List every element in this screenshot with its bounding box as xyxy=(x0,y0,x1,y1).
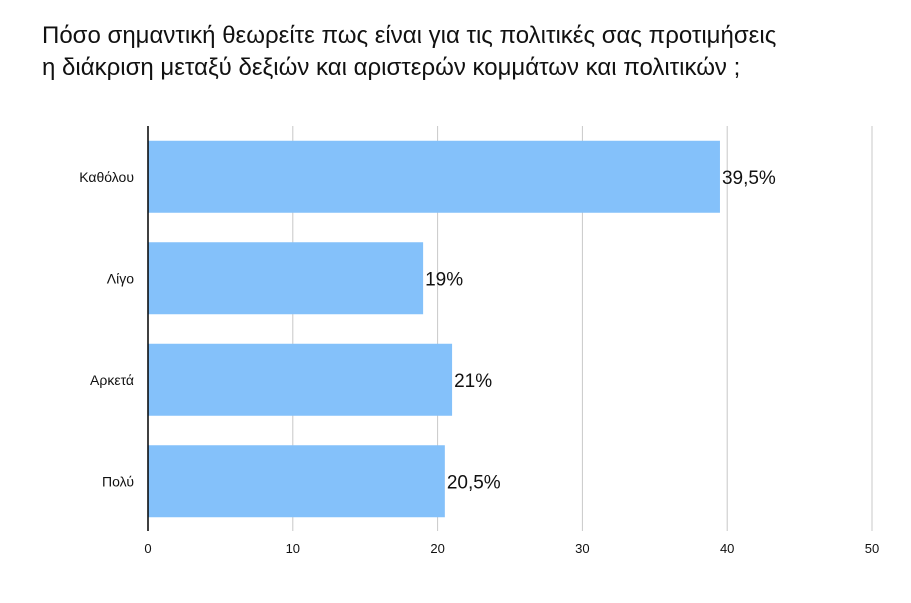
x-tick-label-20: 20 xyxy=(430,541,444,556)
category-label-1: Καθόλου xyxy=(79,169,134,185)
x-tick-label-10: 10 xyxy=(286,541,300,556)
value-label-2: 19% xyxy=(425,269,463,290)
bar-2 xyxy=(148,242,424,315)
category-label-2: Λίγο xyxy=(107,270,134,286)
x-tick-label-0: 0 xyxy=(144,541,151,556)
value-label-1: 39,5% xyxy=(722,168,776,189)
x-tick-label-40: 40 xyxy=(720,541,734,556)
x-tick-label-30: 30 xyxy=(575,541,589,556)
chart-title-line-2: η διάκριση μεταξύ δεξιών και αριστερών κ… xyxy=(42,54,741,81)
x-tick-label-50: 50 xyxy=(865,541,879,556)
chart-title: Πόσο σημαντική θεωρείτε πως είναι για τι… xyxy=(42,20,892,84)
bars xyxy=(148,140,720,518)
chart-title-line-1: Πόσο σημαντική θεωρείτε πως είναι για τι… xyxy=(42,22,777,49)
category-label-3: Αρκετά xyxy=(90,372,134,388)
bar-4 xyxy=(148,445,445,518)
category-label-4: Πολύ xyxy=(102,473,134,489)
bar-1 xyxy=(148,140,720,213)
value-label-4: 20,5% xyxy=(447,472,501,493)
labels: 0 10 20 30 40 50 Καθόλου 39,5% Λίγο 19% Αρκετά 21% Π… xyxy=(79,168,879,556)
value-label-3: 21% xyxy=(454,371,492,392)
bar-3 xyxy=(148,343,453,416)
